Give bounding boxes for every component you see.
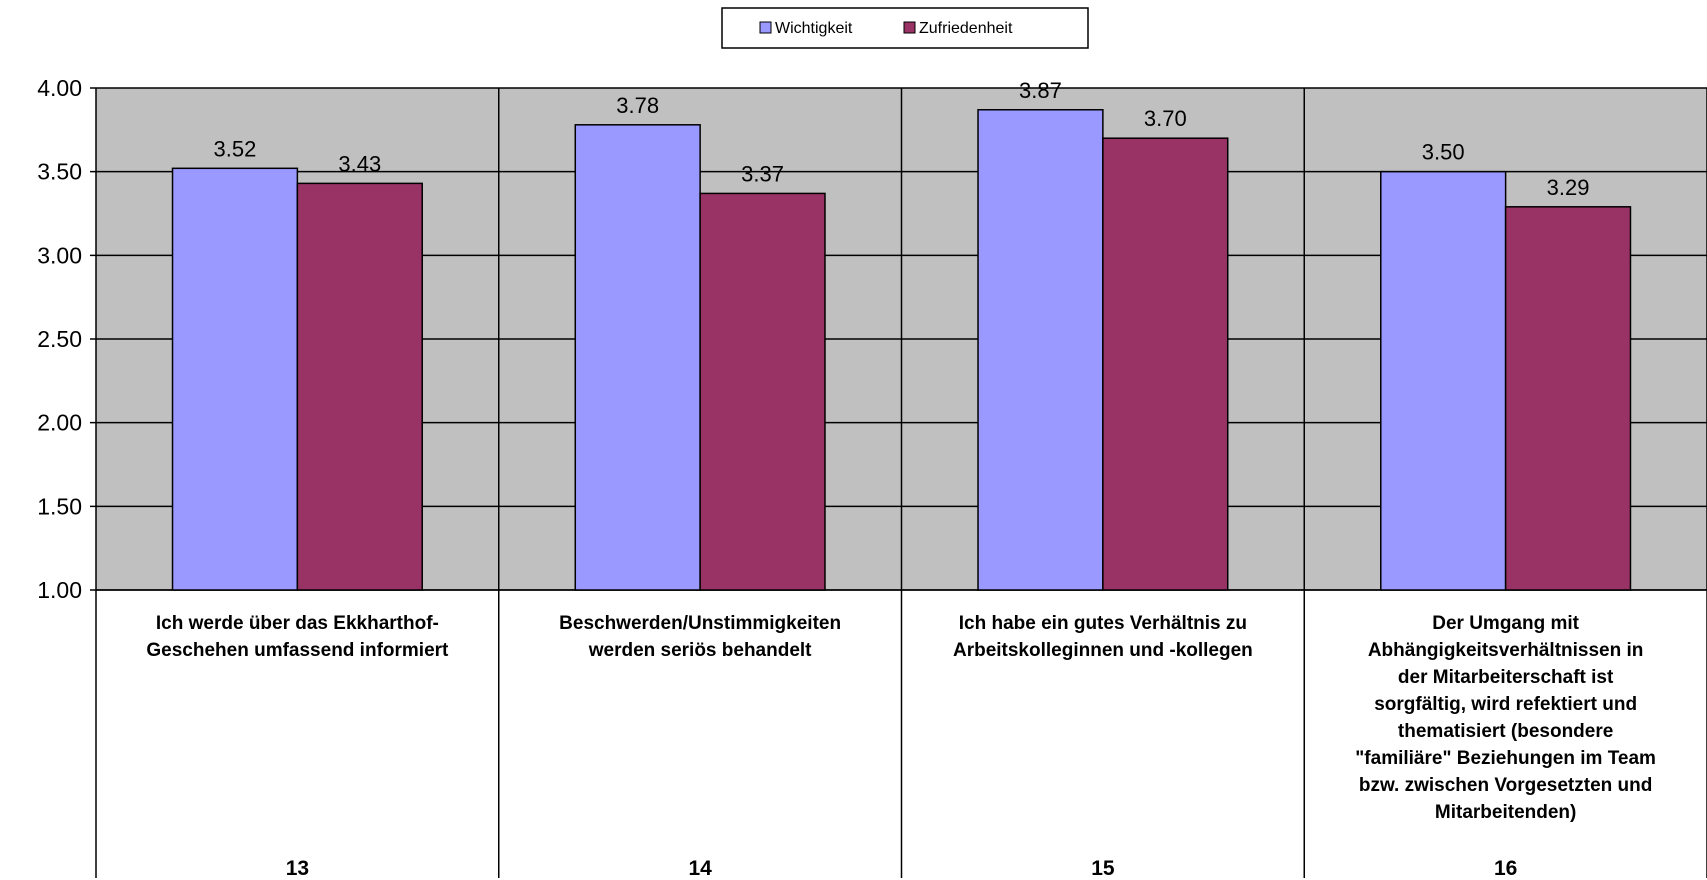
data-label: 3.78 (616, 93, 659, 118)
data-label: 3.50 (1422, 140, 1465, 165)
legend-swatch (903, 21, 916, 34)
category-description-line: Der Umgang mit (1432, 613, 1579, 634)
bar-zufriedenheit (296, 182, 423, 591)
y-tick-label: 4.00 (37, 75, 82, 101)
data-label: 3.87 (1019, 78, 1062, 103)
y-tick-label: 2.50 (37, 326, 82, 352)
category-description-line: Ich habe ein gutes Verhältnis zu (959, 613, 1247, 634)
category-number: 13 (286, 857, 309, 880)
category-description-line: Beschwerden/Unstimmigkeiten (559, 613, 841, 634)
category-dividers (95, 88, 1707, 878)
category-description-line: sorgfältig, wird refektiert und (1374, 694, 1637, 715)
category-description-line: Geschehen umfassend informiert (146, 640, 449, 661)
y-tick-label: 3.50 (37, 159, 82, 185)
category-description-line: Ich werde über das Ekkharthof- (156, 613, 439, 634)
data-label: 3.29 (1547, 175, 1590, 200)
category-number: 16 (1494, 857, 1517, 880)
legend-label: Zufriedenheit (919, 20, 1013, 37)
bar-wichtigkeit (171, 167, 299, 591)
bar-wichtigkeit (1380, 170, 1507, 591)
category-description-line: "familiäre" Beziehungen im Team (1355, 748, 1656, 769)
category-number: 15 (1091, 857, 1115, 880)
category-description-line: bzw. zwischen Vorgesetzten und (1359, 775, 1652, 796)
y-tick-label: 3.00 (37, 242, 82, 268)
data-label: 3.37 (741, 161, 784, 186)
legend-swatch (759, 21, 772, 34)
data-label: 3.52 (214, 136, 257, 161)
category-number: 14 (688, 857, 712, 880)
category-description-line: Mitarbeitenden) (1435, 802, 1576, 823)
category-description-line: Abhängigkeitsverhältnissen in (1368, 640, 1644, 661)
bar-zufriedenheit (1504, 206, 1632, 591)
data-label: 3.70 (1144, 106, 1187, 131)
bar-zufriedenheit (1102, 137, 1229, 591)
category-description-line: der Mitarbeiterschaft ist (1398, 667, 1614, 688)
legend: Wichtigkeit Zufriedenheit (721, 7, 1089, 49)
bar-wichtigkeit (574, 124, 701, 591)
bar-zufriedenheit (699, 192, 826, 591)
category-description-line: werden seriös behandelt (588, 640, 812, 661)
data-label: 3.43 (338, 151, 381, 176)
category-description-line: Arbeitskolleginnen und -kollegen (953, 640, 1253, 661)
y-axis-ticks: 1.00 1.50 2.00 2.50 3.00 3.50 4.00 (37, 75, 82, 603)
y-tick-label: 1.50 (37, 493, 82, 519)
legend-label: Wichtigkeit (775, 20, 853, 37)
bar-wichtigkeit (977, 109, 1104, 591)
data-labels: 3.52 3.43 3.78 3.37 3.87 3.70 3.50 3.29 (214, 78, 1590, 200)
y-tick-label: 2.00 (37, 410, 82, 436)
category-table: Ich werde über das Ekkharthof- Geschehen … (146, 613, 1656, 880)
bars (171, 109, 1632, 591)
y-tick-label: 1.00 (37, 577, 82, 603)
category-description-line: thematisiert (besondere (1398, 721, 1613, 742)
